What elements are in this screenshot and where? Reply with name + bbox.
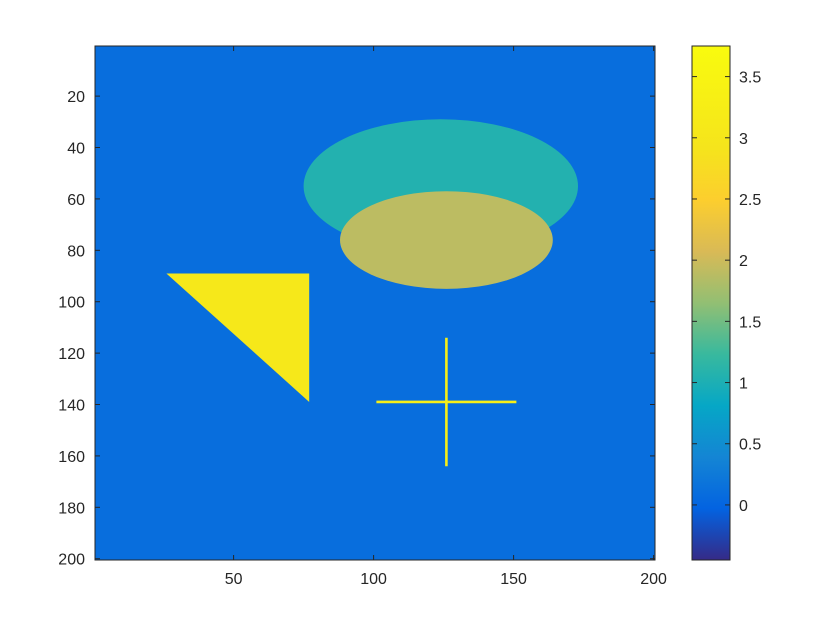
- y-tick-label: 180: [58, 500, 85, 517]
- colorbar-box: [691, 45, 731, 561]
- colorbar-tick-label: 0.5: [739, 437, 761, 454]
- colorbar-tick-label: 1: [739, 376, 748, 393]
- heatmap-plot-area: [95, 46, 655, 560]
- y-tick-label: 60: [67, 192, 85, 209]
- y-tick-label: 100: [58, 295, 85, 312]
- colorbar: 0 0.5 1 1.5 2 2.5 3 3.5: [691, 45, 761, 561]
- colorbar-tick-label: 2.5: [739, 192, 761, 209]
- y-tick-label: 200: [58, 552, 85, 569]
- heatmap-background: [95, 46, 655, 560]
- colorbar-ticks: 0 0.5 1 1.5 2 2.5 3 3.5: [692, 70, 761, 515]
- x-tick-label: 150: [500, 571, 527, 588]
- colorbar-tick-label: 1.5: [739, 314, 761, 331]
- y-axis-ticks: 20 40 60 80 100 120 140 160 180 200: [58, 89, 655, 569]
- y-tick-label: 140: [58, 398, 85, 415]
- colorbar-tick-label: 3: [739, 131, 748, 148]
- heatmap-ellipse-1: [340, 191, 553, 289]
- colorbar-gradient: [692, 46, 730, 560]
- heatmap-triangle: [166, 273, 310, 402]
- colorbar-tick-label: 0: [739, 498, 748, 515]
- y-tick-label: 20: [67, 89, 85, 106]
- x-axis-ticks: 50 100 150 200: [225, 46, 667, 588]
- y-tick-label: 160: [58, 449, 85, 466]
- x-tick-label: 100: [360, 571, 387, 588]
- x-tick-label: 50: [225, 571, 243, 588]
- y-tick-label: 80: [67, 243, 85, 260]
- plot-axes-box: [94, 45, 656, 561]
- x-tick-label: 200: [640, 571, 667, 588]
- heatmap-shapes: [166, 119, 578, 467]
- y-tick-label: 120: [58, 346, 85, 363]
- y-tick-label: 40: [67, 141, 85, 158]
- colorbar-tick-label: 3.5: [739, 70, 761, 87]
- colorbar-tick-label: 2: [739, 253, 748, 270]
